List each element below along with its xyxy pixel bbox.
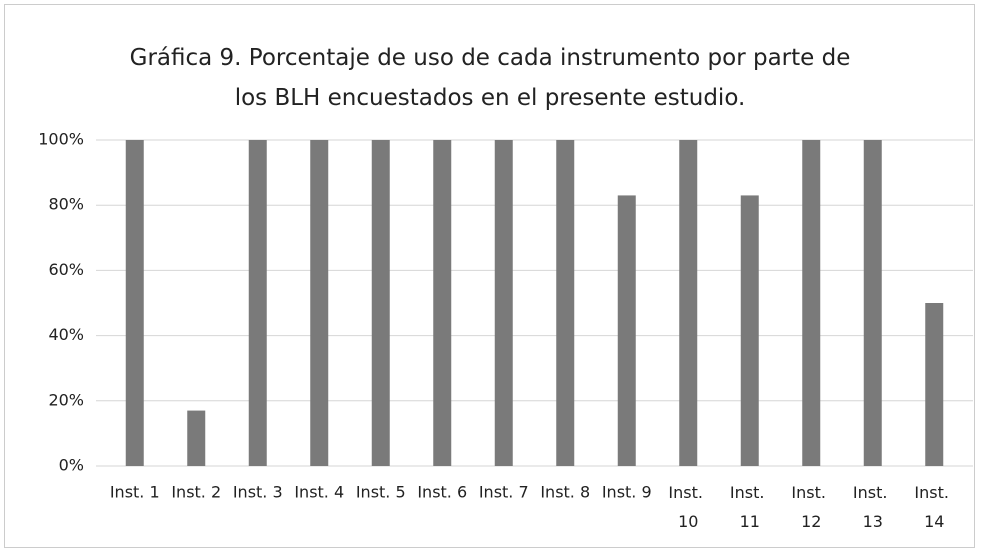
y-tick-label: 80%: [48, 195, 84, 214]
x-tick-label: Inst. 12: [791, 483, 831, 531]
x-tick-label: Inst. 11: [730, 483, 770, 531]
bar: [863, 140, 882, 466]
bar: [679, 140, 698, 466]
y-tick-label: 100%: [38, 130, 84, 149]
chart-frame: [4, 4, 975, 548]
bar: [802, 140, 821, 466]
bar: [617, 195, 636, 467]
bar: [494, 140, 513, 466]
bar: [125, 140, 144, 466]
y-tick-label: 20%: [48, 390, 84, 409]
bar: [187, 410, 206, 466]
x-tick-label: Inst. 14: [914, 483, 954, 531]
y-tick-label: 60%: [48, 260, 84, 279]
y-tick-label: 0%: [59, 456, 84, 475]
x-tick-label: Inst. 2: [171, 483, 221, 502]
bar: [556, 140, 575, 466]
bar: [248, 140, 267, 466]
bar: [310, 140, 329, 466]
bar: [925, 303, 944, 466]
x-tick-label: Inst. 6: [417, 483, 467, 502]
x-tick-label: Inst. 8: [540, 483, 590, 502]
x-tick-label: Inst. 13: [853, 483, 893, 531]
x-tick-label: Inst. 10: [668, 483, 708, 531]
x-tick-label: Inst. 5: [356, 483, 406, 502]
bar: [433, 140, 452, 466]
x-tick-label: Inst. 7: [479, 483, 529, 502]
bar: [371, 140, 390, 466]
x-tick-label: Inst. 4: [294, 483, 344, 502]
chart-title: Gráfica 9. Porcentaje de uso de cada ins…: [129, 45, 851, 111]
y-tick-label: 40%: [48, 325, 84, 344]
x-tick-label: Inst. 9: [602, 483, 652, 502]
x-tick-label: Inst. 1: [110, 483, 160, 502]
x-tick-label: Inst. 3: [233, 483, 283, 502]
bar: [740, 195, 759, 467]
